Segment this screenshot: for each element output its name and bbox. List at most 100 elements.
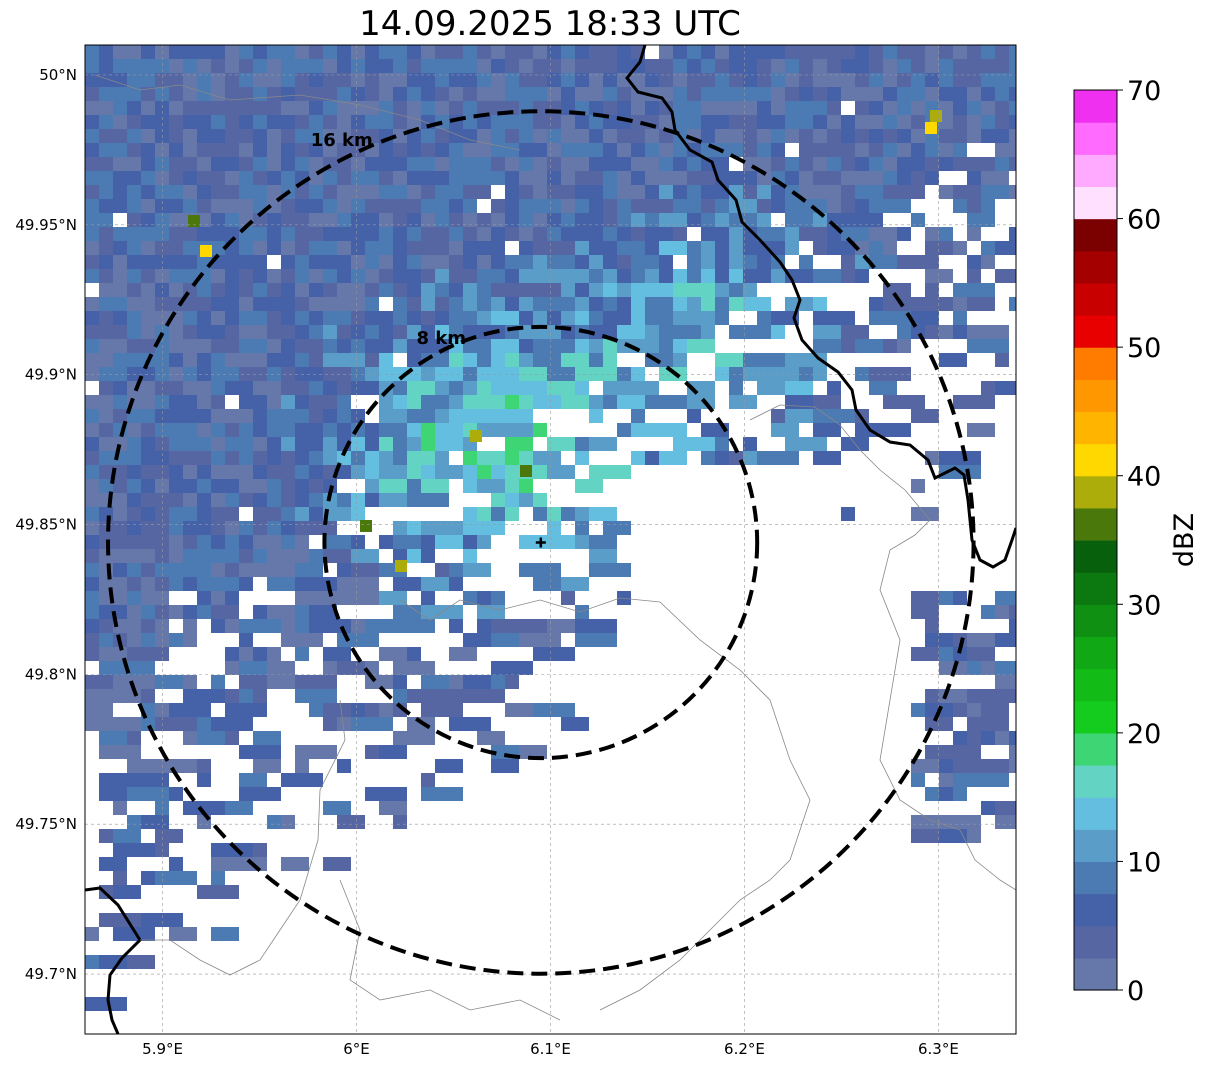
echo-cell — [715, 213, 729, 227]
echo-cell — [533, 297, 547, 311]
echo-cell — [183, 731, 197, 745]
range-rings: 8 km 16 km — [106, 109, 976, 976]
country-border-southwest — [85, 886, 142, 1034]
echo-cell — [701, 87, 715, 101]
echo-cell — [421, 255, 435, 269]
echo-cell — [575, 381, 589, 395]
echo-cell — [85, 45, 99, 59]
echo-cell — [869, 367, 911, 381]
echo-cell — [477, 535, 491, 549]
echo-cell — [113, 45, 127, 59]
echo-cell — [827, 199, 841, 213]
echo-cell — [351, 409, 365, 423]
echo-cell — [141, 87, 155, 101]
echo-cell — [757, 451, 799, 465]
echo-cell — [533, 535, 575, 549]
echo-cell — [925, 59, 939, 73]
echo-cell — [239, 787, 281, 801]
echo-cell — [169, 59, 183, 73]
echo-cell — [281, 437, 295, 451]
echo-cell — [771, 423, 799, 437]
echo-cell — [85, 213, 113, 227]
echo-cell — [575, 521, 589, 535]
echo-cell — [225, 731, 239, 745]
echo-cell — [505, 703, 533, 717]
echo-cell — [211, 927, 239, 941]
echo-cell — [743, 115, 757, 129]
echo-cell — [701, 451, 715, 465]
echo-cell — [393, 577, 421, 591]
echo-cell — [463, 241, 477, 255]
echo-cell — [813, 451, 841, 465]
echo-cell — [883, 339, 897, 353]
echo-cell — [995, 731, 1009, 745]
echo-cell — [225, 549, 239, 563]
echo-cell — [673, 269, 687, 283]
echo-cell — [239, 689, 253, 703]
echo-cell — [967, 297, 995, 311]
echo-cell — [1009, 745, 1016, 759]
echo-cell — [477, 227, 491, 241]
echo-cell — [1009, 759, 1016, 773]
echo-cell — [113, 843, 155, 857]
echo-cell — [701, 45, 715, 59]
echo-cell — [281, 479, 295, 493]
echo-cell — [813, 325, 827, 339]
echo-cell — [505, 437, 533, 451]
lat-tick-label: 49.75°N — [15, 815, 77, 833]
echo-cell — [197, 45, 225, 59]
echo-cell — [393, 325, 407, 339]
echo-cell — [967, 199, 981, 213]
echo-cell — [337, 577, 379, 591]
echo-cell — [659, 115, 673, 129]
echo-cell — [365, 297, 379, 311]
echo-cell — [729, 367, 743, 381]
echo-cell — [239, 773, 267, 787]
range-ring-label: 16 km — [311, 130, 373, 151]
echo-cell — [407, 647, 421, 661]
echo-cell — [323, 647, 351, 661]
echo-cell — [295, 563, 323, 577]
echo-cell — [449, 283, 463, 297]
echo-cell — [533, 423, 547, 437]
colorbar: 0 10 20 30 40 50 60 70 dBZ — [1073, 76, 1200, 1007]
echo-cell — [715, 59, 729, 73]
echo-cell — [491, 115, 505, 129]
echo-cell — [813, 101, 827, 115]
echo-cell — [85, 423, 99, 437]
echo-cell — [113, 563, 127, 577]
echo-cell — [617, 255, 631, 269]
echo-cell — [85, 73, 99, 87]
echo-cell — [267, 675, 295, 689]
echo-cell — [463, 157, 491, 171]
echo-cell — [253, 143, 267, 157]
echo-cell — [533, 269, 575, 283]
colorbar-swatch — [1074, 732, 1117, 766]
echo-cell — [645, 283, 659, 297]
echo-cell — [421, 703, 463, 717]
echo-cell — [757, 101, 771, 115]
colorbar-swatch — [1074, 893, 1117, 927]
echo-cell — [743, 437, 757, 451]
echo-cell — [407, 311, 421, 325]
echo-cell — [197, 325, 211, 339]
colorbar-tick-label: 30 — [1127, 590, 1161, 621]
echo-cell — [197, 115, 211, 129]
echo-cell — [883, 395, 925, 409]
echo-cell — [141, 437, 155, 451]
echo-cell — [421, 199, 435, 213]
echo-cell — [225, 129, 253, 143]
echo-cell — [463, 549, 477, 563]
echo-cell — [169, 521, 183, 535]
echo-cell — [491, 255, 505, 269]
echo-cell — [155, 199, 169, 213]
echo-cell — [169, 507, 183, 521]
echo-cell — [379, 367, 393, 381]
echo-cell — [393, 605, 421, 619]
echo-cell — [743, 367, 785, 381]
echo-cell — [141, 395, 155, 409]
echo-cell — [225, 717, 253, 731]
echo-cell — [407, 689, 449, 703]
colorbar-swatch — [1074, 250, 1117, 284]
echo-cell — [407, 521, 421, 535]
